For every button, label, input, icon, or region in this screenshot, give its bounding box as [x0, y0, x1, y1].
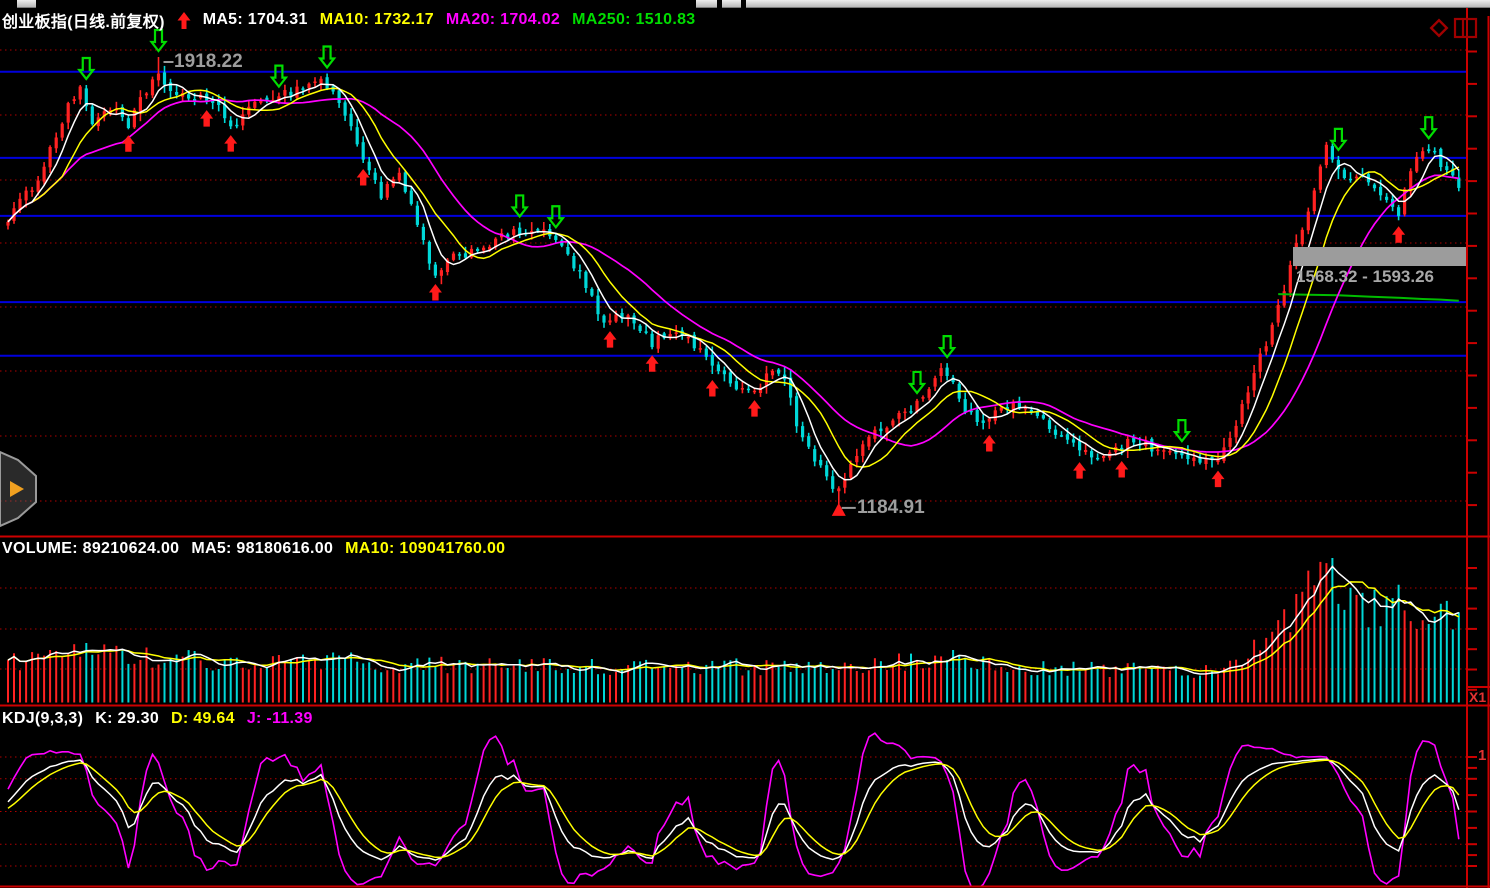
volume-ma5-value: MA5: 98180616.00: [191, 540, 334, 557]
gap-zone-bar: [1293, 247, 1467, 266]
volume-panel-header: VOLUME: 89210624.00 MA5: 98180616.00 MA1…: [2, 540, 505, 558]
split-window-icon[interactable]: [1453, 16, 1479, 45]
high-price-label: 1918.22: [174, 51, 243, 72]
buy-signal-arrow: [428, 283, 442, 301]
buy-signal-arrow: [1392, 226, 1406, 243]
main-chart-header: 创业板指(日线.前复权) MA5: 1704.31 MA10: 1732.17 …: [2, 8, 696, 32]
sell-signal-arrow: [1419, 116, 1438, 140]
sell-signal-arrow: [907, 370, 927, 395]
buy-signal-arrow: [200, 110, 214, 127]
buy-signal-arrow: [603, 331, 617, 348]
kdj-d-value: D: 49.64: [171, 710, 235, 727]
gap-zone-label: 1568.32 - 1593.26: [1296, 267, 1435, 286]
ma10-value: MA10: 1732.17: [319, 11, 434, 28]
volume-scale-label[interactable]: X1: [1469, 689, 1487, 705]
buy-signal-arrow: [1115, 461, 1129, 478]
left-panel-expand-handle[interactable]: [0, 450, 42, 535]
sell-signal-arrow: [77, 56, 96, 81]
ma250-value: MA250: 1510.83: [572, 11, 696, 28]
up-arrow-icon: [177, 11, 191, 29]
buy-signal-arrow: [982, 434, 996, 452]
sell-signal-arrow: [1172, 419, 1192, 443]
buy-signal-arrow: [1073, 462, 1087, 479]
kdj-title: KDJ(9,3,3): [2, 710, 84, 727]
top-strip-segment: [746, 0, 1490, 8]
volume-layer: [0, 558, 1467, 703]
diamond-icon[interactable]: [1427, 16, 1451, 45]
kdj-k-value: K: 29.30: [95, 710, 160, 727]
buy-signal-arrow: [121, 135, 135, 152]
sell-signal-arrow: [149, 28, 168, 53]
kdj-layer: [0, 732, 1467, 886]
buy-signal-arrow: [645, 355, 659, 372]
buy-signal-arrow: [1211, 470, 1225, 488]
buy-signal-arrow: [356, 168, 370, 186]
top-window-strip: [0, 0, 1490, 8]
buy-signal-arrow: [747, 400, 761, 417]
volume-value: VOLUME: 89210624.00: [2, 540, 180, 557]
main-chart-layer: [0, 28, 1467, 516]
sell-signal-arrow: [317, 45, 337, 70]
top-strip-segment: [722, 0, 741, 8]
kdj-axis-label: 1: [1478, 747, 1487, 764]
low-price-label: 1184.91: [857, 497, 925, 518]
ma20-value: MA20: 1704.02: [445, 11, 561, 28]
instrument-title: 创业板指(日线.前复权): [2, 14, 165, 31]
sell-signal-arrow: [269, 64, 289, 89]
kdj-panel-header: KDJ(9,3,3) K: 29.30 D: 49.64 J: -11.39: [2, 710, 313, 728]
expand-right-arrow-icon: [10, 481, 24, 497]
sell-signal-arrow: [546, 205, 566, 230]
sell-signal-arrow: [510, 194, 529, 219]
sell-signal-arrow: [937, 335, 957, 359]
chart-frame: [0, 8, 1490, 888]
ma5-value: MA5: 1704.31: [202, 11, 308, 28]
buy-signal-arrow: [224, 135, 238, 152]
top-strip-segment: [696, 0, 717, 8]
low-marker-triangle: [831, 502, 846, 516]
top-strip-tab: [17, 0, 36, 8]
volume-ma10-value: MA10: 109041760.00: [345, 540, 506, 557]
sell-signal-arrow: [1329, 127, 1348, 152]
kdj-j-value: J: -11.39: [246, 710, 313, 727]
buy-signal-arrow: [705, 380, 719, 397]
